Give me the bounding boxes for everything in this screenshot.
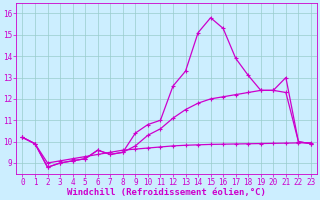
X-axis label: Windchill (Refroidissement éolien,°C): Windchill (Refroidissement éolien,°C) [67,188,266,197]
